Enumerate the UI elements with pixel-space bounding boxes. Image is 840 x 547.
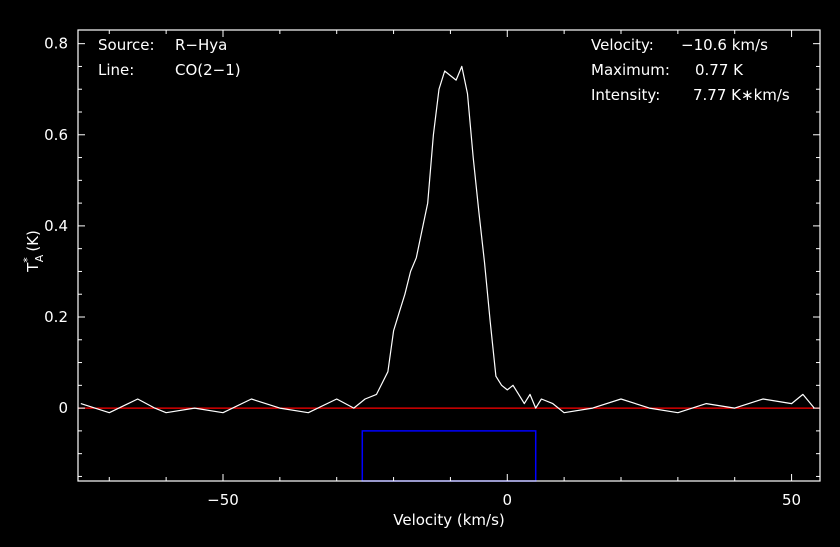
intensity-key: Intensity: [591,86,660,104]
source-key: Source: [98,36,155,54]
velocity-key: Velocity: [591,36,654,54]
y-tick-label: 0.6 [44,126,68,144]
y-axis-label: T*A (K) [21,230,46,273]
y-tick-label: 0.4 [44,217,68,235]
line-value: CO(2−1) [175,61,241,79]
x-tick-label: 0 [503,491,513,509]
velocity-value: −10.6 km/s [681,36,768,54]
intensity-value: 7.77 K∗km/s [693,86,790,104]
x-axis-label: Velocity (km/s) [393,511,504,529]
y-axis-label-main: T [24,262,42,273]
x-tick-label: −50 [207,491,239,509]
maximum-value: 0.77 K [695,61,744,79]
y-axis-label-sub: A [33,254,46,262]
y-axis-label-unit: (K) [24,230,42,252]
y-tick-label: 0 [58,399,68,417]
source-value: R−Hya [175,36,227,54]
y-tick-label: 0.8 [44,35,68,53]
x-tick-label: 50 [782,491,801,509]
svg-text:T*A(K): T*A (K) [21,230,46,273]
plot-frame [77,29,821,482]
y-tick-label: 0.2 [44,308,68,326]
info-panel-left: Source: R−Hya Line: CO(2−1) [98,36,241,79]
y-axis-label-sup: * [21,257,34,263]
info-panel-right: Velocity: −10.6 km/s Maximum: 0.77 K Int… [591,36,790,104]
spectrum-series-line [80,65,815,414]
maximum-key: Maximum: [591,61,670,79]
line-key: Line: [98,61,134,79]
